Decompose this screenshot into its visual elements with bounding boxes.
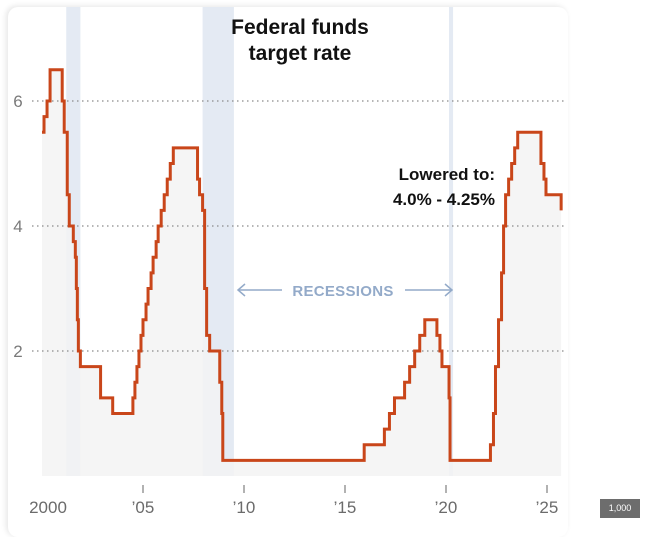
recession-band-3 bbox=[449, 7, 454, 476]
recessions-annotation: RECESSIONS bbox=[236, 283, 454, 300]
x-tick-label-5: ’25 bbox=[536, 498, 559, 517]
area-under-line bbox=[42, 69, 562, 476]
x-tick-label-1: ’05 bbox=[132, 498, 155, 517]
y-tick-label-4: 4 bbox=[13, 217, 22, 236]
y-tick-label-6: 6 bbox=[13, 92, 22, 111]
y-axis: 2 4 6 bbox=[13, 92, 22, 361]
rate-step-line bbox=[42, 68, 563, 462]
x-tick-label-0: 2000 bbox=[29, 498, 67, 517]
x-tick-label-2: ’10 bbox=[233, 498, 256, 517]
annotation-lowered-line-1: Lowered to: bbox=[399, 165, 495, 184]
chart-title-line-1: Federal funds bbox=[231, 16, 369, 39]
area-fill bbox=[42, 69, 562, 476]
arrow-left-icon bbox=[236, 283, 246, 297]
annotation-lowered-line-2: 4.0% - 4.25% bbox=[393, 190, 495, 209]
recessions-label: RECESSIONS bbox=[292, 283, 393, 300]
arrow-right-icon bbox=[444, 283, 454, 297]
x-tick-label-4: ’20 bbox=[435, 498, 458, 517]
federal-funds-rate-chart: 2 4 6 2000 ’05 ’10 ’15 ’20 ’25 Federal funds ta… bbox=[13, 7, 567, 517]
y-tick-label-2: 2 bbox=[13, 342, 22, 361]
chart-title-line-2: target rate bbox=[249, 42, 352, 65]
x-axis: 2000 ’05 ’10 ’15 ’20 ’25 bbox=[29, 485, 558, 517]
zoom-badge: 1,000 bbox=[600, 499, 640, 518]
series-line bbox=[42, 68, 563, 462]
x-tick-label-3: ’15 bbox=[334, 498, 357, 517]
gridlines bbox=[32, 100, 567, 352]
